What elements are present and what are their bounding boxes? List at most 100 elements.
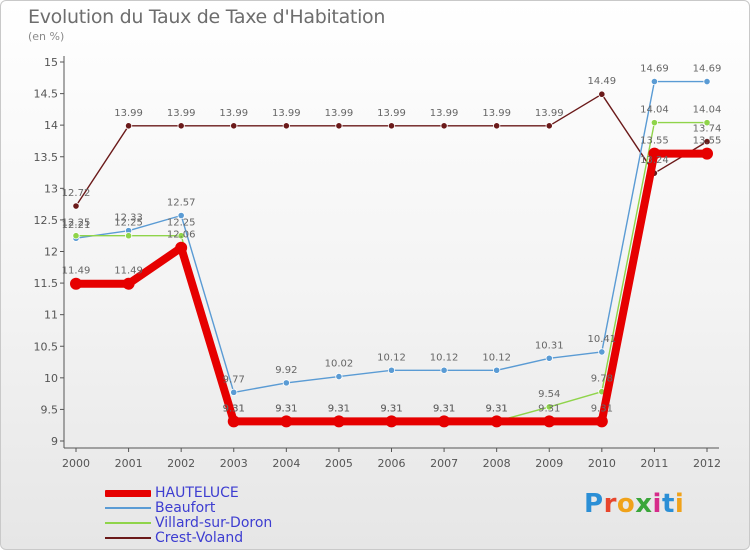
x-tick-label: 2010	[588, 457, 616, 470]
data-label-villard-sur-doron: 9.31	[275, 403, 297, 414]
data-label-beaufort: 10.12	[482, 352, 511, 363]
data-point-crest-voland	[124, 122, 133, 130]
data-point-hauteluce	[595, 415, 608, 428]
data-label-hauteluce: 9.31	[223, 403, 245, 414]
data-label-beaufort: 12.21	[62, 220, 91, 231]
logo-letter: P	[584, 489, 604, 519]
y-tick-label: 10	[44, 372, 58, 385]
data-label-crest-voland: 13.99	[535, 108, 564, 119]
data-label-hauteluce: 11.49	[62, 266, 91, 277]
data-label-villard-sur-doron: 9.78	[591, 374, 613, 385]
legend-label-beaufort: Beaufort	[155, 500, 216, 516]
data-point-beaufort	[545, 354, 553, 362]
data-label-crest-voland: 13.99	[325, 108, 354, 119]
data-point-beaufort	[230, 388, 238, 396]
data-point-hauteluce	[543, 415, 556, 428]
data-label-villard-sur-doron: 14.04	[640, 105, 669, 116]
x-tick-label: 2003	[220, 457, 248, 470]
x-tick-label: 2008	[483, 457, 511, 470]
y-tick-label: 13.5	[34, 151, 59, 164]
y-tick-label: 15	[44, 56, 58, 69]
data-label-beaufort: 14.69	[640, 64, 669, 75]
data-label-crest-voland: 13.99	[219, 108, 248, 119]
legend-swatch-villard-sur-doron	[105, 522, 151, 524]
data-label-crest-voland: 12.72	[62, 188, 91, 199]
data-point-beaufort	[440, 366, 448, 374]
data-point-hauteluce	[490, 415, 503, 428]
data-point-villard-sur-doron	[703, 119, 711, 127]
data-label-villard-sur-doron: 9.54	[538, 389, 560, 400]
x-tick-label: 2004	[272, 457, 300, 470]
y-tick-label: 9	[51, 435, 58, 448]
data-point-crest-voland	[72, 202, 80, 210]
logo-letter: r	[603, 489, 617, 519]
data-label-hauteluce: 12.06	[167, 230, 196, 241]
data-label-beaufort: 10.12	[430, 352, 459, 363]
x-tick-label: 2007	[430, 457, 458, 470]
data-label-crest-voland: 13.99	[114, 108, 143, 119]
data-point-crest-voland	[598, 90, 606, 98]
y-tick-label: 12	[44, 246, 58, 259]
data-label-beaufort: 10.02	[325, 359, 354, 370]
logo-letter: t	[661, 489, 675, 519]
data-label-hauteluce: 9.31	[591, 403, 613, 414]
data-point-beaufort	[335, 372, 343, 381]
logo-letter: o	[616, 489, 636, 519]
data-label-villard-sur-doron: 9.31	[486, 403, 508, 414]
data-point-hauteluce	[280, 415, 293, 428]
data-point-villard-sur-doron	[545, 403, 553, 411]
data-label-beaufort: 10.41	[588, 334, 617, 345]
data-point-beaufort	[282, 379, 290, 387]
data-point-hauteluce	[332, 415, 345, 428]
data-label-hauteluce: 9.31	[275, 403, 297, 414]
y-tick-label: 14	[44, 119, 58, 132]
data-point-beaufort	[493, 366, 501, 374]
data-point-villard-sur-doron	[177, 232, 185, 240]
data-label-beaufort: 14.69	[693, 64, 722, 75]
data-point-crest-voland	[282, 122, 290, 130]
data-label-crest-voland: 13.99	[167, 108, 196, 119]
x-tick-label: 2012	[693, 457, 721, 470]
data-point-hauteluce	[438, 415, 451, 428]
data-point-beaufort	[703, 77, 711, 86]
data-label-beaufort: 10.12	[377, 352, 406, 363]
x-tick-label: 2001	[115, 457, 143, 470]
y-tick-label: 11.5	[34, 277, 59, 290]
data-point-villard-sur-doron	[650, 119, 659, 127]
data-label-hauteluce: 9.31	[380, 403, 402, 414]
data-point-hauteluce	[385, 415, 398, 428]
data-label-villard-sur-doron: 12.25	[114, 218, 143, 229]
legend-label-villard-sur-doron: Villard-sur-Doron	[155, 515, 273, 531]
data-point-crest-voland	[493, 122, 501, 130]
data-label-beaufort: 10.31	[535, 340, 564, 351]
data-point-beaufort	[177, 211, 185, 220]
data-point-beaufort	[650, 77, 659, 86]
data-point-crest-voland	[230, 122, 238, 130]
data-label-villard-sur-doron: 9.31	[380, 403, 402, 414]
data-point-crest-voland	[177, 122, 185, 130]
data-label-crest-voland: 13.99	[482, 108, 511, 119]
data-label-hauteluce: 9.31	[328, 403, 350, 414]
data-point-hauteluce	[70, 277, 82, 290]
y-tick-label: 10.5	[34, 340, 59, 353]
data-label-villard-sur-doron: 9.31	[223, 403, 245, 414]
data-label-villard-sur-doron: 12.25	[62, 218, 91, 229]
data-label-hauteluce: 11.49	[114, 266, 143, 277]
data-point-hauteluce	[122, 277, 135, 290]
y-tick-label: 11	[44, 309, 58, 322]
data-point-beaufort	[387, 366, 396, 374]
y-tick-label: 9.5	[41, 403, 59, 416]
data-point-crest-voland	[440, 122, 448, 130]
data-point-hauteluce	[227, 415, 240, 428]
data-label-beaufort: 9.77	[223, 374, 245, 385]
y-tick-label: 13	[44, 182, 58, 195]
data-point-crest-voland	[387, 122, 396, 130]
logo-letter: i	[652, 489, 662, 519]
x-tick-label: 2006	[378, 457, 406, 470]
chart-title: Evolution du Taux de Taxe d'Habitation	[28, 6, 386, 28]
data-label-crest-voland: 13.99	[272, 108, 301, 119]
logo-letter: i	[674, 489, 685, 519]
proxiti-logo: Proxiti	[584, 489, 684, 519]
x-tick-label: 2011	[640, 457, 668, 470]
